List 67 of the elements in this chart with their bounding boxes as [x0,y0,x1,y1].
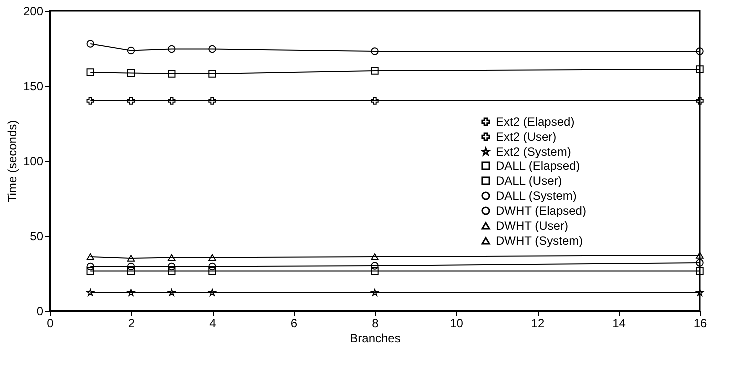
point [168,254,176,262]
point [86,267,94,276]
y-tick-label: 0 [36,304,44,318]
point [208,97,216,105]
point [208,262,216,271]
point [86,40,94,48]
point [86,262,94,271]
point [127,69,136,78]
point [208,289,216,296]
point [208,70,216,78]
point [86,97,94,105]
point [86,68,94,76]
x-tick-label: 8 [372,316,380,330]
x-axis-title: Branches [350,332,401,346]
point [696,259,704,267]
point [86,254,94,260]
y-axis-title: Time (seconds) [5,120,20,203]
point [128,289,135,296]
x-tick-label: 4 [210,316,217,330]
point [127,97,136,105]
point [371,254,379,260]
point [696,66,704,74]
x-tick-label: 2 [128,316,136,330]
point [208,267,216,276]
legend-label: Ext2 (Elapsed) [496,115,575,129]
x-tick-label: 14 [612,316,626,330]
legend-label: DALL (User) [496,174,562,188]
x-tick-label: 12 [531,316,545,330]
x-tick-label: 6 [290,316,298,330]
legend-label: DWHT (Elapsed) [496,204,586,218]
point [696,252,704,259]
point [168,97,176,105]
point [127,262,136,271]
point [208,254,216,262]
point [168,70,176,78]
point [696,267,704,276]
legend-label: DALL (Elapsed) [496,159,580,173]
point [208,45,216,54]
point [371,262,379,270]
point [696,97,704,105]
point [371,289,379,296]
point [127,255,136,262]
x-tick-label: 0 [47,316,54,330]
point [696,289,704,296]
legend-label: DWHT (User) [496,219,568,233]
y-tick-label: 50 [30,230,44,244]
point [168,262,176,271]
point [696,48,704,56]
point [86,289,94,296]
y-tick-label: 100 [23,154,44,168]
point [127,46,136,55]
point [371,48,379,56]
point [371,67,379,75]
legend-label: DALL (System) [496,189,577,203]
point [168,45,176,54]
point [168,267,176,276]
y-tick-label: 150 [23,80,44,94]
x-tick-label: 10 [450,316,464,330]
legend-label: DWHT (System) [496,234,584,248]
point [127,267,136,276]
point [168,289,176,296]
y-tick-label: 200 [23,4,44,18]
x-tick-label: 16 [694,316,708,330]
point [371,97,379,105]
legend-label: Ext2 (System) [496,145,572,159]
legend-label: Ext2 (User) [496,130,557,144]
point [371,267,379,276]
